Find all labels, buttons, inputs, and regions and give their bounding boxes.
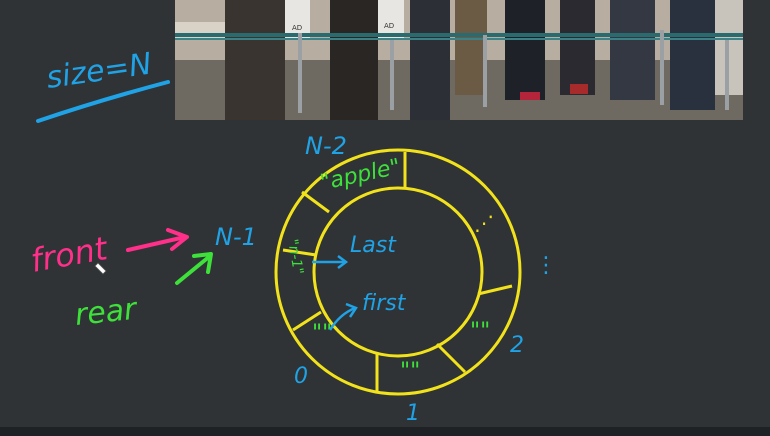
last-arrowhead xyxy=(337,255,349,269)
rear-arrowhead xyxy=(192,252,213,274)
front-arrow xyxy=(126,235,187,252)
ring-dots: ⋰ xyxy=(474,211,494,235)
size-underline xyxy=(36,80,170,123)
cell-1-marks: "" xyxy=(400,359,420,384)
player-bottom-bar xyxy=(0,427,770,436)
inner-last: Last xyxy=(350,233,397,258)
first-arrowhead xyxy=(345,302,358,318)
first-arrow xyxy=(328,306,356,331)
outer-dots: ⋮ xyxy=(535,253,557,278)
index-2: 2 xyxy=(510,333,524,358)
rear-arrow xyxy=(175,254,212,285)
inner-first: first xyxy=(362,291,407,316)
pen-cursor-icon xyxy=(94,262,107,275)
cell-2-marks: "" xyxy=(470,319,490,344)
index-n-minus-1: N-1 xyxy=(215,223,257,251)
queue-photo: AD AD xyxy=(175,0,743,120)
front-label: front xyxy=(28,229,112,280)
front-arrowhead xyxy=(166,228,189,251)
cell-n-minus-1: "n-1" xyxy=(284,238,306,276)
photo-sign-left: AD xyxy=(292,24,302,32)
circular-queue-ring xyxy=(274,148,522,396)
index-1: 1 xyxy=(406,401,420,426)
index-0: 0 xyxy=(294,364,308,389)
photo-sign-right: AD xyxy=(384,22,394,30)
cell-0-marks: "" xyxy=(312,321,332,346)
index-n-minus-2: N-2 xyxy=(305,132,347,160)
rear-label: rear xyxy=(73,292,139,333)
